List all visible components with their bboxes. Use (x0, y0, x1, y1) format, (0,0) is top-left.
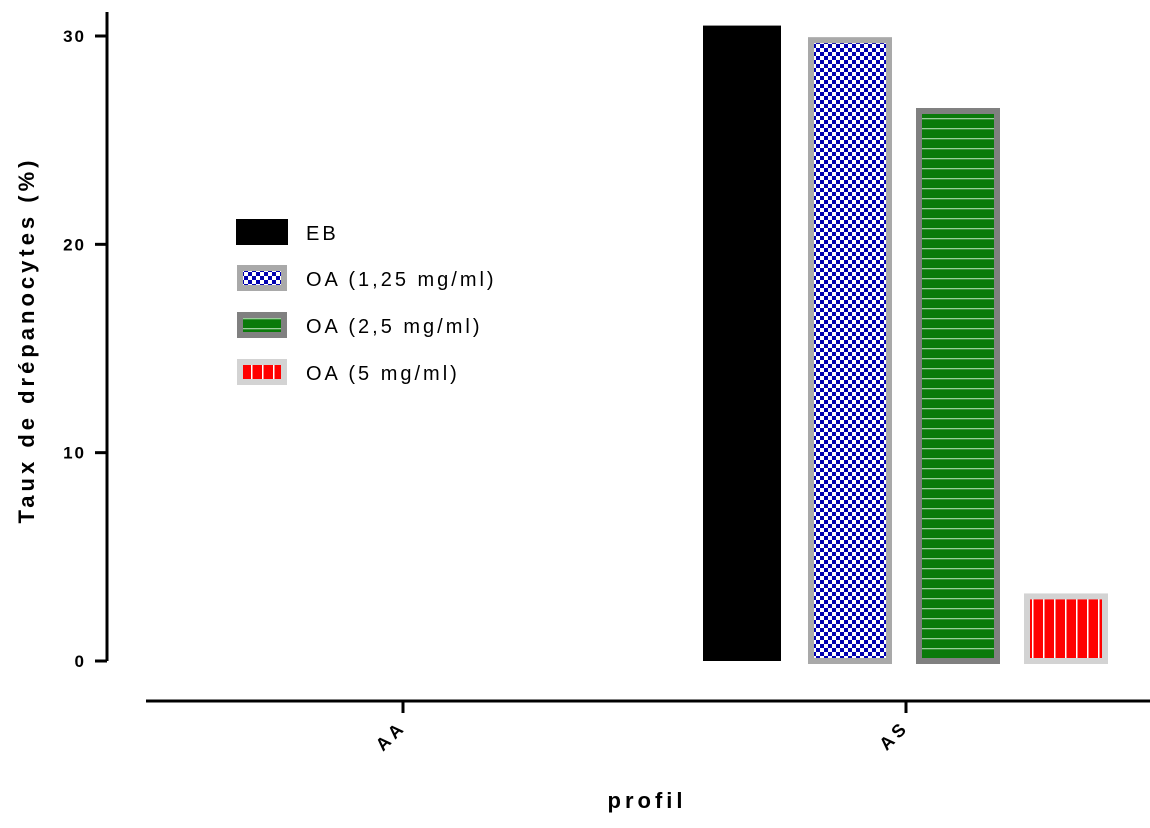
x-ticks: AA AS (372, 701, 913, 755)
bar-as-series-1 (808, 37, 892, 664)
bar-as-series-0 (703, 25, 781, 662)
legend-label: OA (1,25 mg/ml) (306, 269, 497, 291)
legend-swatch (237, 359, 287, 385)
y-tick-label: 10 (63, 444, 86, 463)
bar-as-series-3 (1024, 593, 1108, 665)
x-axis: AA AS (146, 699, 1150, 755)
y-tick-label: 20 (63, 235, 86, 254)
x-axis-title: profil (608, 788, 687, 813)
legend-swatch (236, 219, 288, 245)
x-tick-label: AA (372, 717, 410, 755)
legend-swatch (237, 312, 287, 338)
bars (703, 25, 1108, 665)
bar-as-series-2 (916, 108, 1000, 664)
legend-label: OA (5 mg/ml) (306, 363, 460, 385)
legend-label: OA (2,5 mg/ml) (306, 316, 482, 338)
y-ticks: 0 10 20 30 (63, 27, 107, 671)
x-tick-label: AS (875, 717, 912, 754)
legend-label: EB (306, 223, 339, 245)
y-tick-label: 30 (63, 27, 86, 46)
y-tick-label: 0 (75, 652, 86, 671)
y-axis-title: Taux de drépanocytes (%) (14, 157, 39, 524)
y-axis: 0 10 20 30 (63, 12, 109, 671)
legend: EB OA (1,25 mg/ml) OA (2,5 mg/ml) OA (5 mg/… (236, 219, 497, 385)
legend-swatch (237, 265, 287, 291)
